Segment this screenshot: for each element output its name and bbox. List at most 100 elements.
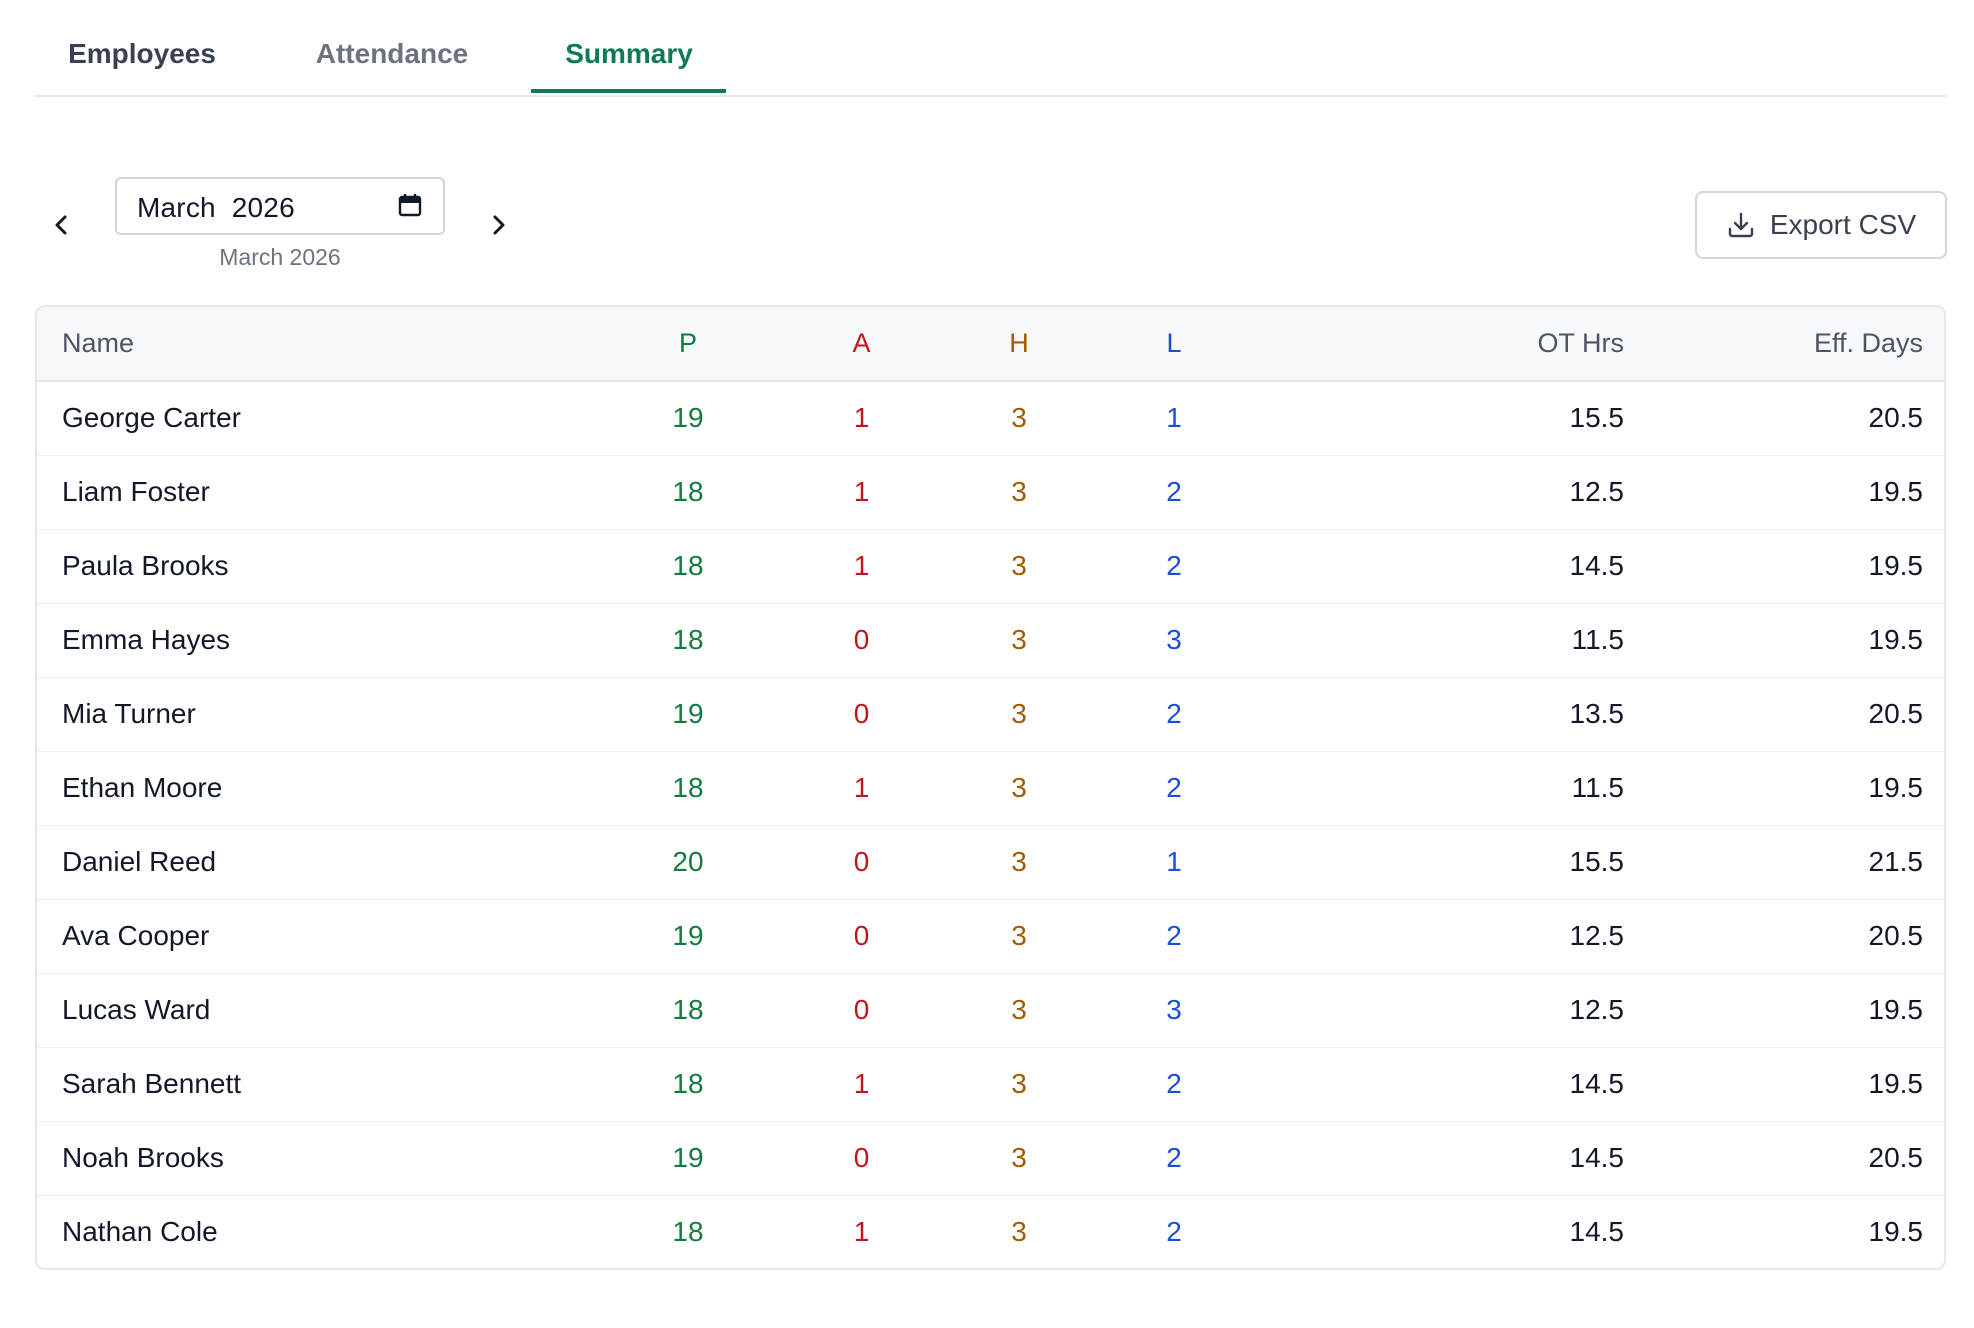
table-row[interactable]: Daniel Reed 20 0 3 1 15.5 21.5 (37, 825, 1944, 899)
chevron-right-icon (493, 215, 505, 235)
cell-ot-hours: 14.5 (1569, 550, 1625, 581)
cell-effective-days: 19.5 (1868, 772, 1924, 803)
cell-holiday: 3 (1011, 698, 1027, 729)
cell-present: 19 (672, 920, 704, 951)
cell-effective-days: 20.5 (1868, 402, 1924, 434)
cell-leave: 2 (1166, 1216, 1182, 1248)
cell-name: Liam Foster (62, 476, 210, 507)
cell-ot-hours: 12.5 (1569, 994, 1625, 1025)
cell-present: 18 (672, 994, 704, 1025)
export-csv-button[interactable]: Export CSV (1695, 191, 1947, 259)
chevron-left-icon (55, 215, 67, 235)
cell-holiday: 3 (1011, 772, 1027, 803)
tab-bar: Employees Attendance Summary (35, 0, 1946, 97)
cell-absent: 1 (853, 772, 870, 803)
cell-leave: 1 (1166, 846, 1182, 877)
cell-absent: 1 (853, 1216, 870, 1248)
next-month-button[interactable] (478, 205, 518, 245)
cell-ot-hours: 12.5 (1569, 476, 1625, 507)
cell-holiday: 3 (1011, 476, 1027, 507)
table-header-row: Name P A H L OT Hrs Eff. Days (37, 307, 1944, 382)
table-row[interactable]: Liam Foster 18 1 3 2 12.5 19.5 (37, 455, 1944, 529)
cell-absent: 0 (853, 994, 870, 1025)
cell-absent: 0 (853, 1142, 870, 1173)
cell-ot-hours: 15.5 (1569, 846, 1625, 877)
cell-absent: 0 (853, 846, 870, 877)
cell-name: Nathan Cole (62, 1216, 218, 1248)
cell-ot-hours: 15.5 (1569, 402, 1625, 434)
cell-holiday: 3 (1011, 1068, 1027, 1099)
table-row[interactable]: Ethan Moore 18 1 3 2 11.5 19.5 (37, 751, 1944, 825)
cell-leave: 1 (1166, 402, 1182, 434)
cell-name: Ava Cooper (62, 920, 210, 951)
cell-ot-hours: 11.5 (1571, 772, 1624, 803)
cell-holiday: 3 (1011, 846, 1027, 877)
active-tab-indicator (531, 89, 726, 93)
header-absent[interactable]: A (784, 307, 939, 382)
cell-holiday: 3 (1011, 550, 1027, 581)
cell-ot-hours: 14.5 (1569, 1068, 1625, 1099)
cell-leave: 2 (1166, 920, 1182, 951)
cell-present: 18 (672, 476, 704, 507)
cell-name: Ethan Moore (62, 772, 223, 803)
cell-effective-days: 19.5 (1868, 624, 1924, 655)
header-effective-days[interactable]: Eff. Days (1624, 307, 1944, 382)
calendar-icon[interactable] (397, 192, 423, 218)
cell-effective-days: 20.5 (1868, 920, 1924, 951)
header-ot-hours[interactable]: OT Hrs (1249, 307, 1624, 382)
cell-absent: 0 (853, 698, 870, 729)
header-present[interactable]: P (592, 307, 784, 382)
cell-leave: 2 (1166, 772, 1182, 803)
table-row[interactable]: Mia Turner 19 0 3 2 13.5 20.5 (37, 677, 1944, 751)
cell-holiday: 3 (1011, 994, 1027, 1025)
cell-holiday: 3 (1011, 402, 1027, 434)
table-row[interactable]: Emma Hayes 18 0 3 3 11.5 19.5 (37, 603, 1944, 677)
cell-ot-hours: 14.5 (1569, 1142, 1625, 1173)
cell-holiday: 3 (1011, 920, 1027, 951)
month-picker-value: March 2026 (137, 192, 295, 223)
cell-absent: 1 (853, 1068, 870, 1099)
export-csv-label: Export CSV (1769, 209, 1917, 240)
cell-effective-days: 21.5 (1868, 846, 1924, 877)
cell-name: Lucas Ward (62, 994, 211, 1025)
cell-effective-days: 19.5 (1868, 994, 1924, 1025)
cell-absent: 0 (853, 624, 870, 655)
cell-name: Noah Brooks (62, 1142, 224, 1173)
cell-ot-hours: 12.5 (1569, 920, 1625, 951)
cell-name: George Carter (62, 402, 241, 434)
header-holiday[interactable]: H (939, 307, 1099, 382)
table-row[interactable]: Paula Brooks 18 1 3 2 14.5 19.5 (37, 529, 1944, 603)
table-row[interactable]: Noah Brooks 19 0 3 2 14.5 20.5 (37, 1121, 1944, 1195)
table-row[interactable]: Nathan Cole 18 1 3 2 14.5 19.5 (37, 1195, 1944, 1268)
cell-leave: 2 (1166, 1142, 1182, 1173)
download-icon (1728, 212, 1754, 238)
cell-absent: 1 (853, 550, 870, 581)
cell-name: Sarah Bennett (62, 1068, 242, 1099)
cell-holiday: 3 (1011, 1142, 1027, 1173)
cell-leave: 2 (1166, 476, 1182, 507)
cell-present: 19 (672, 1142, 704, 1173)
cell-leave: 3 (1166, 994, 1182, 1025)
tab-summary[interactable]: Summary (565, 38, 693, 69)
table-row[interactable]: Ava Cooper 19 0 3 2 12.5 20.5 (37, 899, 1944, 973)
table-row[interactable]: Sarah Bennett 18 1 3 2 14.5 19.5 (37, 1047, 1944, 1121)
cell-name: Daniel Reed (62, 846, 217, 877)
cell-ot-hours: 11.5 (1571, 624, 1624, 655)
table-row[interactable]: Lucas Ward 18 0 3 3 12.5 19.5 (37, 973, 1944, 1047)
header-name[interactable]: Name (37, 307, 592, 382)
cell-present: 18 (672, 550, 704, 581)
cell-present: 18 (672, 1216, 704, 1248)
cell-effective-days: 19.5 (1868, 476, 1924, 507)
month-picker-input[interactable]: March 2026 (115, 177, 445, 235)
cell-absent: 1 (853, 476, 870, 507)
previous-month-button[interactable] (42, 205, 82, 245)
cell-absent: 0 (853, 920, 870, 951)
cell-holiday: 3 (1011, 1216, 1027, 1248)
cell-ot-hours: 13.5 (1569, 698, 1625, 729)
cell-leave: 2 (1166, 1068, 1182, 1099)
table-row[interactable]: George Carter 19 1 3 1 15.5 20.5 (37, 381, 1944, 455)
tab-attendance[interactable]: Attendance (315, 38, 469, 69)
header-leave[interactable]: L (1099, 307, 1249, 382)
cell-leave: 3 (1166, 624, 1182, 655)
tab-employees[interactable]: Employees (68, 38, 216, 69)
